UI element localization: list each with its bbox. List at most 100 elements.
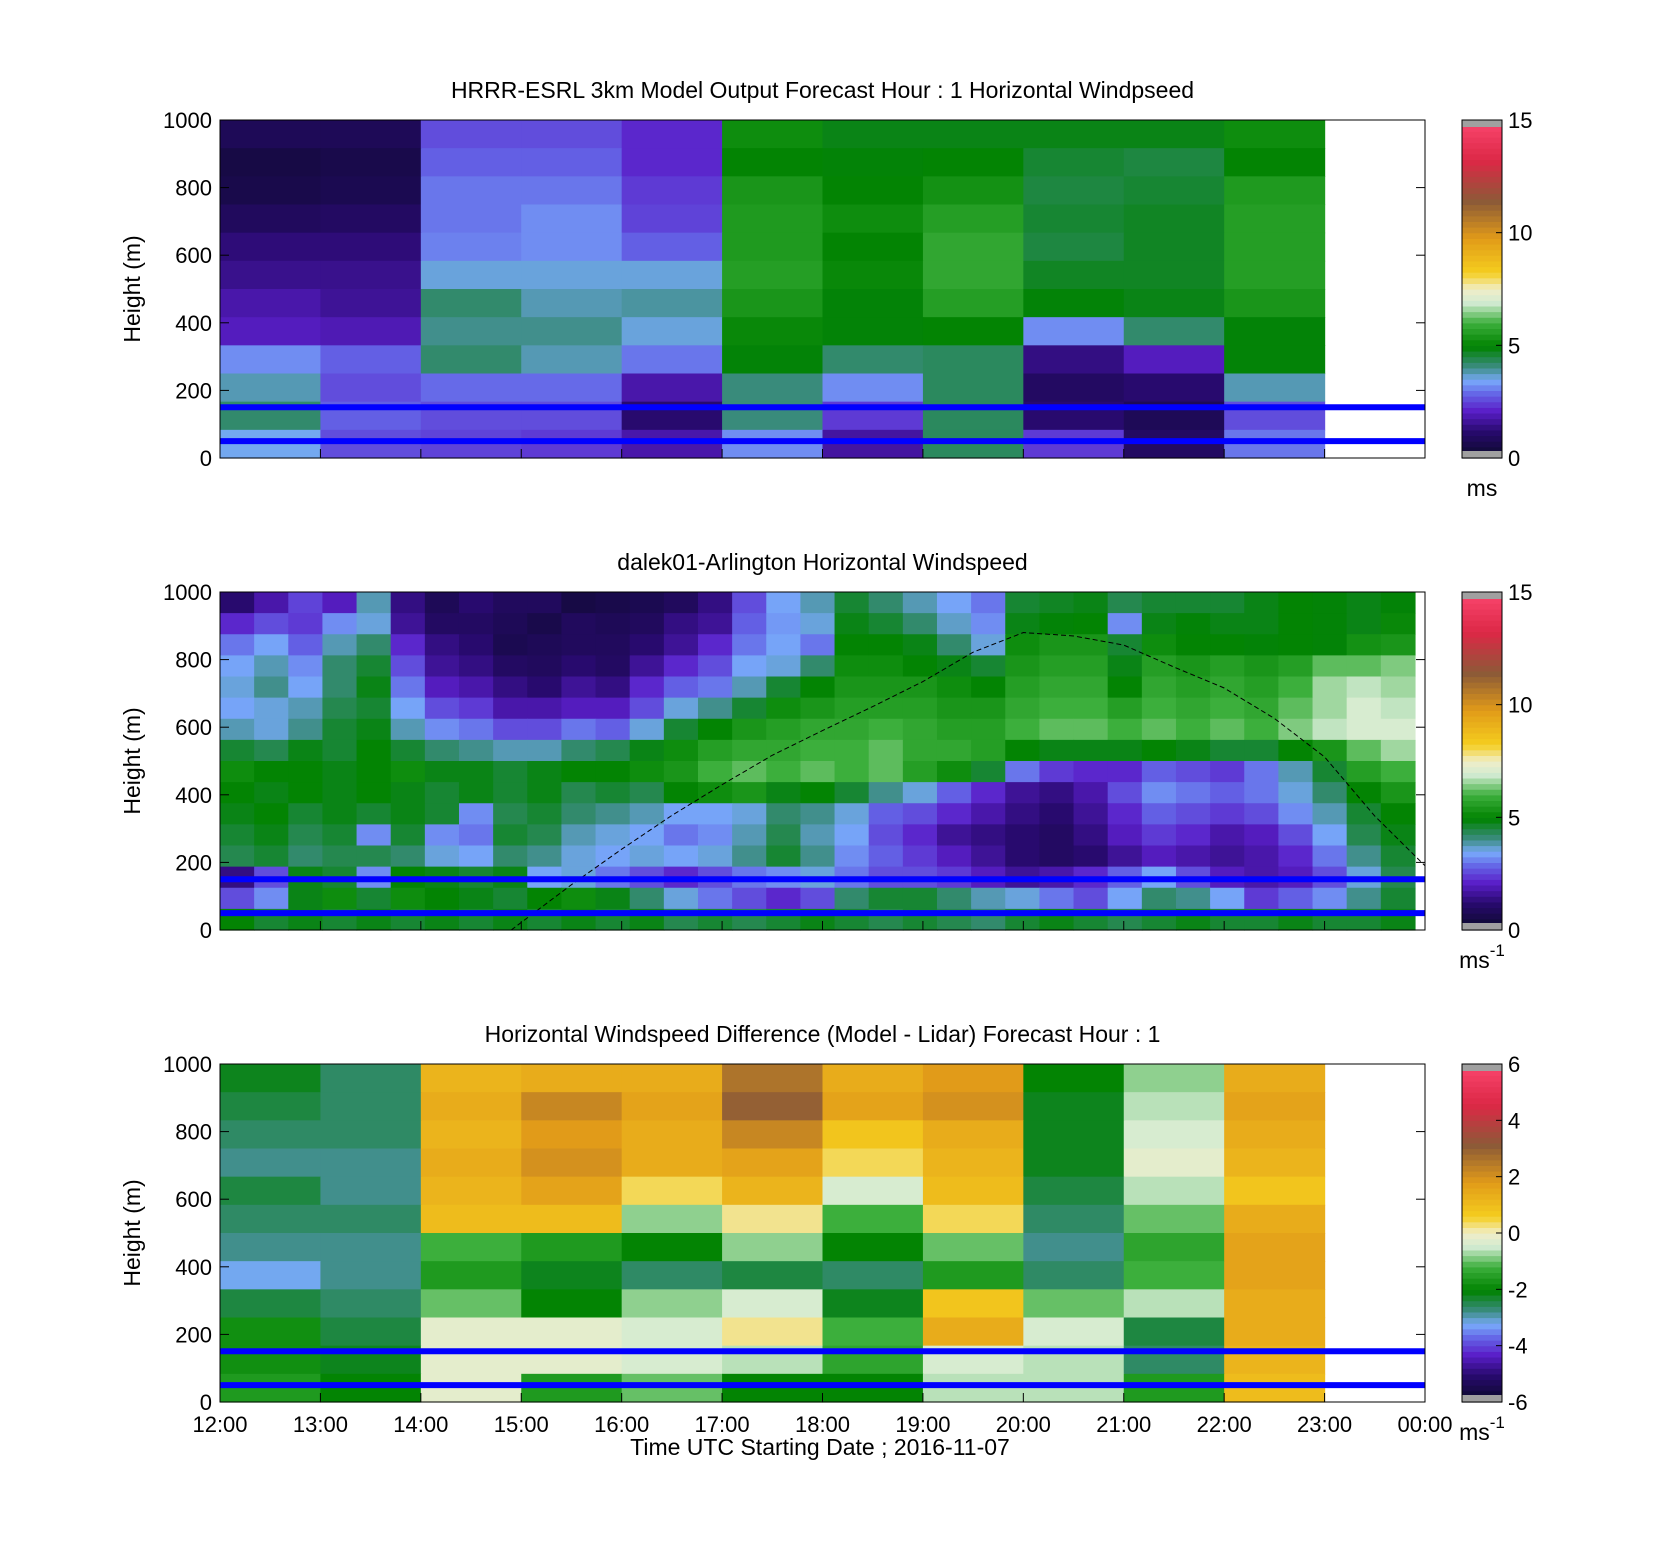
heatmap-cell: [1175, 613, 1211, 635]
heatmap-cell: [1278, 761, 1314, 783]
heatmap-cell: [766, 887, 802, 910]
colorbar-segment: [1462, 637, 1502, 644]
heatmap-cell: [922, 317, 1024, 346]
heatmap-cell: [356, 655, 392, 678]
colorbar-unit-exponent: -1: [1490, 941, 1505, 960]
heatmap-cell: [595, 887, 631, 910]
heatmap-cell: [288, 739, 324, 762]
heatmap-cell: [254, 655, 289, 678]
heatmap-cell: [322, 676, 358, 699]
colorbar-segment: [1462, 1097, 1502, 1105]
heatmap-cell: [220, 148, 322, 177]
heatmap-cell: [732, 592, 767, 614]
heatmap-cell: [220, 373, 322, 403]
heatmap-cell: [420, 1148, 522, 1178]
heatmap-cell: [424, 655, 460, 678]
heatmap-cell: [971, 697, 1006, 720]
colorbar-segment: [1462, 687, 1502, 694]
colorbar-segment: [1462, 136, 1502, 144]
heatmap-cell: [1210, 697, 1245, 720]
heatmap-cell: [424, 803, 460, 825]
colorbar-segment: [1462, 418, 1502, 425]
colorbar-tick-label: 10: [1508, 221, 1532, 246]
heatmap-cell: [493, 761, 528, 783]
heatmap-cell: [1123, 1373, 1225, 1403]
colorbar-segment: [1462, 653, 1502, 661]
heatmap-cell: [458, 697, 494, 720]
heatmap-cell: [1278, 824, 1314, 847]
heatmap-cell: [902, 739, 938, 762]
heatmap-cell: [1224, 1092, 1326, 1121]
heatmap-cell: [834, 803, 870, 825]
heatmap-cell: [493, 824, 528, 847]
colorbar-tick-label: 0: [1508, 918, 1520, 943]
heatmap-cell: [732, 739, 767, 762]
colorbar-tick-label: 10: [1508, 693, 1532, 718]
colorbar-segment: [1462, 272, 1502, 279]
heatmap-cell: [356, 613, 392, 635]
heatmap-cell: [936, 613, 972, 635]
heatmap-cell: [561, 718, 597, 741]
y-tick-label: 0: [200, 918, 212, 943]
colorbar-segment: [1462, 1289, 1502, 1296]
heatmap-cell: [868, 782, 904, 804]
heatmap-cell: [561, 634, 597, 656]
heatmap-cell: [1224, 260, 1326, 290]
heatmap-cell: [663, 887, 699, 910]
heatmap-cell: [1107, 676, 1143, 699]
colorbar-segment: [1462, 429, 1502, 437]
colorbar-segment: [1462, 1176, 1502, 1183]
panel-2: dalek01-Arlington Horizontal Windspeed 0 2…: [119, 549, 1532, 973]
colorbar-segment: [1462, 441, 1502, 448]
heatmap-cell: [1039, 718, 1075, 741]
heatmap-cell: [390, 676, 426, 699]
colorbar-segment: [1462, 339, 1502, 346]
colorbar-segment: [1462, 305, 1502, 313]
heatmap-cell: [1073, 824, 1109, 847]
heatmap-cell: [621, 1176, 723, 1206]
heatmap-cell: [722, 260, 824, 290]
heatmap-cell: [1107, 592, 1143, 614]
heatmap-cell: [1039, 824, 1075, 847]
heatmap-cell: [220, 1317, 322, 1347]
heatmap-cell: [922, 260, 1024, 290]
y-tick-label: 400: [175, 1255, 212, 1280]
heatmap-cell: [1346, 739, 1382, 762]
heatmap-cell: [220, 1204, 322, 1234]
heatmap-cell: [822, 1373, 924, 1403]
colorbar-segment: [1462, 620, 1502, 627]
heatmap-cell: [722, 1233, 824, 1262]
heatmap-cell: [458, 887, 494, 910]
heatmap-cell: [732, 824, 767, 847]
colorbar-segment: [1462, 648, 1502, 655]
heatmap-cell: [1312, 634, 1348, 656]
heatmap-cell: [1210, 803, 1245, 825]
heatmap-cell: [320, 1204, 422, 1234]
heatmap-cell: [868, 676, 904, 699]
heatmap-cell: [822, 345, 924, 375]
heatmap-cell: [220, 655, 255, 678]
heatmap-cell: [1244, 845, 1279, 868]
colorbar-segment: [1462, 367, 1502, 375]
colorbar-frame: [1461, 119, 1503, 459]
heatmap-cell: [697, 824, 733, 847]
colorbar-segment: [1462, 176, 1502, 183]
heatmap-cell: [722, 345, 824, 375]
heatmap-cell: [1073, 634, 1109, 656]
colorbar-segment: [1462, 665, 1502, 672]
heatmap-cell: [1005, 803, 1040, 825]
colorbar-segment: [1462, 1165, 1502, 1172]
heatmap-cell: [1107, 718, 1143, 741]
heatmap-cell: [766, 718, 802, 741]
heatmap-cell: [834, 592, 870, 614]
colorbar-segment: [1462, 1075, 1502, 1082]
heatmap-cell: [1210, 824, 1245, 847]
heatmap-cell: [629, 845, 665, 868]
colorbar-segment: [1462, 356, 1502, 363]
colorbar-segment: [1462, 322, 1502, 330]
panel-title: HRRR-ESRL 3km Model Output Forecast Hour…: [451, 77, 1194, 103]
colorbar-segment: [1462, 1278, 1502, 1285]
colorbar-frame: [1461, 591, 1503, 931]
heatmap-cell: [800, 845, 836, 868]
heatmap-cell: [822, 204, 924, 234]
